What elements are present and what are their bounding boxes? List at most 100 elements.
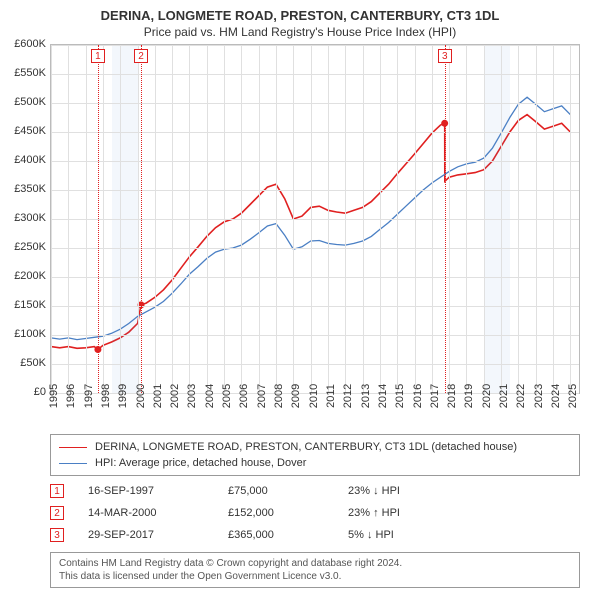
gridline-v <box>172 45 173 393</box>
event-date: 29-SEP-2017 <box>88 529 228 541</box>
event-vline <box>141 45 142 393</box>
plot-area: 123 <box>50 44 580 394</box>
gridline-v <box>466 45 467 393</box>
gridline-h <box>51 45 579 46</box>
x-tick-label: 2003 <box>186 384 198 408</box>
gridline-v <box>138 45 139 393</box>
gridline-v <box>207 45 208 393</box>
legend-swatch <box>59 447 87 448</box>
gridline-v <box>189 45 190 393</box>
x-tick-label: 2012 <box>342 384 354 408</box>
gridline-h <box>51 277 579 278</box>
gridline-v <box>293 45 294 393</box>
x-tick-label: 2001 <box>152 384 164 408</box>
gridline-v <box>259 45 260 393</box>
y-tick-label: £200K <box>2 270 46 282</box>
gridline-v <box>380 45 381 393</box>
x-tick-label: 2014 <box>377 384 389 408</box>
event-price: £75,000 <box>228 485 348 497</box>
gridline-v <box>501 45 502 393</box>
gridline-v <box>570 45 571 393</box>
footer-line2: This data is licensed under the Open Gov… <box>59 570 571 583</box>
footer: Contains HM Land Registry data © Crown c… <box>50 552 580 588</box>
gridline-v <box>86 45 87 393</box>
gridline-h <box>51 190 579 191</box>
footer-line1: Contains HM Land Registry data © Crown c… <box>59 557 571 570</box>
gridline-v <box>103 45 104 393</box>
x-tick-label: 2004 <box>204 384 216 408</box>
event-vline <box>445 45 446 393</box>
event-vline <box>98 45 99 393</box>
legend-swatch <box>59 463 87 464</box>
gridline-h <box>51 161 579 162</box>
event-marker: 3 <box>50 528 64 542</box>
x-tick-label: 2005 <box>221 384 233 408</box>
gridline-v <box>363 45 364 393</box>
y-tick-label: £500K <box>2 96 46 108</box>
event-marker: 3 <box>438 49 452 63</box>
event-marker: 2 <box>134 49 148 63</box>
y-tick-label: £0 <box>2 386 46 398</box>
chart-container: DERINA, LONGMETE ROAD, PRESTON, CANTERBU… <box>0 0 600 590</box>
x-tick-label: 2022 <box>515 384 527 408</box>
gridline-h <box>51 248 579 249</box>
gridline-v <box>311 45 312 393</box>
gridline-h <box>51 219 579 220</box>
y-tick-label: £600K <box>2 38 46 50</box>
x-tick-label: 2024 <box>550 384 562 408</box>
gridline-h <box>51 335 579 336</box>
x-tick-label: 2019 <box>463 384 475 408</box>
event-row: 329-SEP-2017£365,0005% ↓ HPI <box>50 524 580 546</box>
x-tick-label: 1999 <box>117 384 129 408</box>
x-tick-label: 2011 <box>325 384 337 408</box>
x-tick-label: 2021 <box>498 384 510 408</box>
x-tick-label: 2018 <box>446 384 458 408</box>
event-marker: 1 <box>50 484 64 498</box>
gridline-v <box>536 45 537 393</box>
x-tick-label: 2009 <box>290 384 302 408</box>
gridline-v <box>432 45 433 393</box>
gridline-v <box>51 45 52 393</box>
gridline-v <box>328 45 329 393</box>
x-tick-label: 2008 <box>273 384 285 408</box>
x-tick-label: 2020 <box>481 384 493 408</box>
gridline-v <box>518 45 519 393</box>
event-price: £365,000 <box>228 529 348 541</box>
x-tick-label: 2013 <box>360 384 372 408</box>
event-delta: 23% ↑ HPI <box>348 507 468 519</box>
x-tick-label: 2002 <box>169 384 181 408</box>
gridline-h <box>51 364 579 365</box>
gridline-v <box>155 45 156 393</box>
event-row: 116-SEP-1997£75,00023% ↓ HPI <box>50 480 580 502</box>
gridline-v <box>68 45 69 393</box>
legend-label: DERINA, LONGMETE ROAD, PRESTON, CANTERBU… <box>95 441 517 453</box>
legend-item: HPI: Average price, detached house, Dove… <box>59 455 571 471</box>
x-tick-label: 2015 <box>394 384 406 408</box>
y-tick-label: £150K <box>2 299 46 311</box>
legend-label: HPI: Average price, detached house, Dove… <box>95 457 306 469</box>
y-tick-label: £550K <box>2 67 46 79</box>
gridline-v <box>484 45 485 393</box>
x-tick-label: 1998 <box>100 384 112 408</box>
gridline-v <box>345 45 346 393</box>
x-tick-label: 1997 <box>83 384 95 408</box>
event-price: £152,000 <box>228 507 348 519</box>
gridline-h <box>51 132 579 133</box>
event-marker: 2 <box>50 506 64 520</box>
event-date: 16-SEP-1997 <box>88 485 228 497</box>
legend-item: DERINA, LONGMETE ROAD, PRESTON, CANTERBU… <box>59 439 571 455</box>
y-tick-label: £300K <box>2 212 46 224</box>
chart-subtitle: Price paid vs. HM Land Registry's House … <box>0 23 600 43</box>
x-tick-label: 1996 <box>65 384 77 408</box>
x-tick-label: 2010 <box>308 384 320 408</box>
x-tick-label: 2007 <box>256 384 268 408</box>
x-tick-label: 2006 <box>238 384 250 408</box>
gridline-v <box>397 45 398 393</box>
y-tick-label: £350K <box>2 183 46 195</box>
gridline-v <box>553 45 554 393</box>
x-tick-label: 2017 <box>429 384 441 408</box>
x-tick-label: 2000 <box>135 384 147 408</box>
y-tick-label: £400K <box>2 154 46 166</box>
y-tick-label: £450K <box>2 125 46 137</box>
event-date: 14-MAR-2000 <box>88 507 228 519</box>
